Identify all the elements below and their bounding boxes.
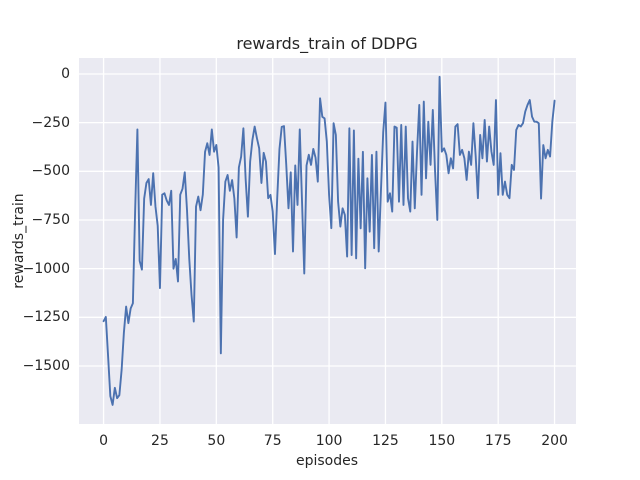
- y-tick-label: 0: [61, 65, 70, 82]
- y-tick-label: −1000: [22, 260, 70, 277]
- x-tick-label: 175: [484, 433, 512, 449]
- x-tick-label: 50: [207, 433, 226, 449]
- y-tick-label: −250: [31, 114, 70, 131]
- y-tick-label: −1500: [22, 357, 70, 374]
- x-tick-label: 100: [315, 433, 343, 449]
- y-tick-label: −1250: [22, 309, 70, 326]
- x-tick-label: 200: [541, 433, 568, 449]
- x-axis-label: episodes: [295, 453, 359, 469]
- chart-title: rewards_train of DDPG: [236, 34, 418, 53]
- y-tick-label: −750: [31, 211, 70, 228]
- x-tick-label: 150: [428, 433, 456, 449]
- x-tick-label: 25: [151, 433, 169, 449]
- rewards-line: [102, 75, 556, 406]
- plot-area: [79, 58, 576, 424]
- x-tick-label: 75: [263, 433, 282, 449]
- y-tick-label: −500: [31, 163, 70, 180]
- x-tick-label: 0: [99, 433, 109, 449]
- x-tick-label: 125: [372, 433, 399, 449]
